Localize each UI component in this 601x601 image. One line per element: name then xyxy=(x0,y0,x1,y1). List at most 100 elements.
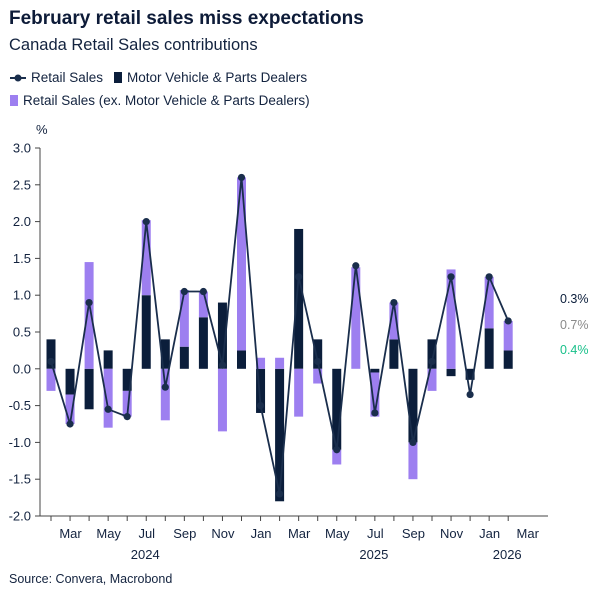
legend-label-ex-motor: Retail Sales (ex. Motor Vehicle & Parts … xyxy=(23,93,310,108)
x-tick-label: Jul xyxy=(367,526,384,541)
x-tick-label: Sep xyxy=(402,526,425,541)
bar-motor xyxy=(103,350,113,369)
bar-motor xyxy=(217,302,227,369)
x-tick-label: Nov xyxy=(211,526,235,541)
x-tick-label: Jul xyxy=(138,526,155,541)
y-tick-label: 1.5 xyxy=(13,251,31,266)
bar-ex-motor xyxy=(484,276,494,329)
y-tick-label: -2.0 xyxy=(9,509,31,524)
bar-motor xyxy=(65,368,75,395)
line-point-retail-sales xyxy=(466,390,474,399)
bar-motor xyxy=(160,339,170,369)
y-tick-label: 1.0 xyxy=(13,288,31,303)
bar-motor xyxy=(84,368,94,410)
bar-motor xyxy=(141,295,151,369)
bar-motor xyxy=(294,228,304,369)
line-point-retail-sales xyxy=(428,357,436,366)
x-tick-label: Sep xyxy=(173,526,196,541)
bar-motor xyxy=(275,368,285,502)
bar-ex-motor xyxy=(408,442,418,480)
legend-row-1: Retail Sales Motor Vehicle & Parts Deale… xyxy=(9,70,317,85)
bar-ex-motor xyxy=(294,368,304,417)
legend-item-ex-motor: Retail Sales (ex. Motor Vehicle & Parts … xyxy=(9,93,310,108)
bar-motor xyxy=(503,350,513,369)
line-point-retail-sales xyxy=(276,490,284,498)
bar-motor xyxy=(427,339,437,369)
bar-motor xyxy=(122,368,132,391)
x-tick-label: Mar xyxy=(59,526,82,541)
bar-motor xyxy=(332,368,342,450)
y-tick-label: 3.0 xyxy=(13,141,31,156)
line-point-retail-sales xyxy=(142,218,150,226)
bar-motor xyxy=(256,368,266,413)
line-point-retail-sales xyxy=(352,262,360,270)
bar-motor xyxy=(313,339,323,369)
y-tick-label: 0.0 xyxy=(13,361,31,376)
line-point-retail-sales xyxy=(333,446,341,454)
bar-ex-motor xyxy=(84,262,94,369)
bar-ex-motor xyxy=(198,291,208,318)
x-year-label: 2026 xyxy=(493,547,522,562)
line-point-retail-sales xyxy=(180,287,188,296)
x-tick-label: Mar xyxy=(517,526,540,541)
line-point-retail-sales xyxy=(85,298,93,307)
bar-ex-motor xyxy=(389,302,399,340)
y-tick-label: -1.0 xyxy=(9,435,31,450)
y-tick-label: 2.5 xyxy=(13,177,31,192)
bar-ex-motor xyxy=(332,449,342,465)
bar-ex-motor xyxy=(217,368,227,432)
y-tick-label: -1.5 xyxy=(9,472,31,487)
bar-ex-motor xyxy=(275,357,285,369)
bar-motor xyxy=(370,368,380,373)
line-point-retail-sales xyxy=(199,287,207,296)
chart-title: February retail sales miss expectations xyxy=(9,8,364,29)
end-value-label: 0.3% xyxy=(560,292,589,306)
source-note: Source: Convera, Macrobond xyxy=(9,572,173,586)
line-point-retail-sales xyxy=(237,173,246,182)
y-tick-label: 2.0 xyxy=(13,214,31,229)
line-marker-icon xyxy=(10,74,26,81)
x-year-label: 2024 xyxy=(131,547,160,562)
legend-label-retail-sales: Retail Sales xyxy=(31,70,104,85)
bar-ex-motor xyxy=(351,267,361,369)
bar-motor xyxy=(389,339,399,369)
x-year-label: 2025 xyxy=(359,547,388,562)
bar-ex-motor xyxy=(160,368,170,421)
line-point-retail-sales xyxy=(447,273,455,281)
x-tick-label: Mar xyxy=(288,526,311,541)
end-value-label: 0.4% xyxy=(560,343,589,357)
bar-ex-motor xyxy=(427,368,437,391)
bar-ex-motor xyxy=(313,368,323,384)
bar-ex-motor xyxy=(446,269,456,369)
bar-ex-motor xyxy=(503,320,513,351)
bar-ex-motor xyxy=(179,290,189,347)
bar-motor xyxy=(465,368,475,380)
line-point-retail-sales xyxy=(371,409,379,417)
line-point-retail-sales xyxy=(504,317,512,325)
y-tick-label: 0.5 xyxy=(13,325,31,340)
bar-ex-motor xyxy=(65,394,75,424)
x-tick-label: Jan xyxy=(479,526,500,541)
line-point-retail-sales xyxy=(66,420,74,428)
bar-ex-motor xyxy=(370,372,380,417)
y-unit-label: % xyxy=(36,122,48,137)
bar-motor xyxy=(408,368,418,443)
x-tick-label: May xyxy=(96,526,121,541)
legend-row-2: Retail Sales (ex. Motor Vehicle & Parts … xyxy=(9,93,320,108)
bar-ex-motor xyxy=(46,368,56,391)
bar-ex-motor xyxy=(122,390,132,417)
bar-ex-motor xyxy=(103,368,113,428)
legend-item-motor: Motor Vehicle & Parts Dealers xyxy=(113,70,307,85)
line-point-retail-sales xyxy=(390,298,398,307)
legend-label-motor: Motor Vehicle & Parts Dealers xyxy=(127,70,308,85)
bar-ex-motor xyxy=(237,177,246,351)
end-value-label: 0.7% xyxy=(560,318,589,332)
line-point-retail-sales xyxy=(104,405,112,413)
bar-ex-motor xyxy=(141,220,151,296)
line-point-retail-sales xyxy=(409,438,417,446)
legend-item-retail-sales: Retail Sales xyxy=(9,70,103,85)
bar-motor xyxy=(198,317,208,369)
line-point-retail-sales xyxy=(123,413,131,421)
x-tick-label: May xyxy=(325,526,350,541)
